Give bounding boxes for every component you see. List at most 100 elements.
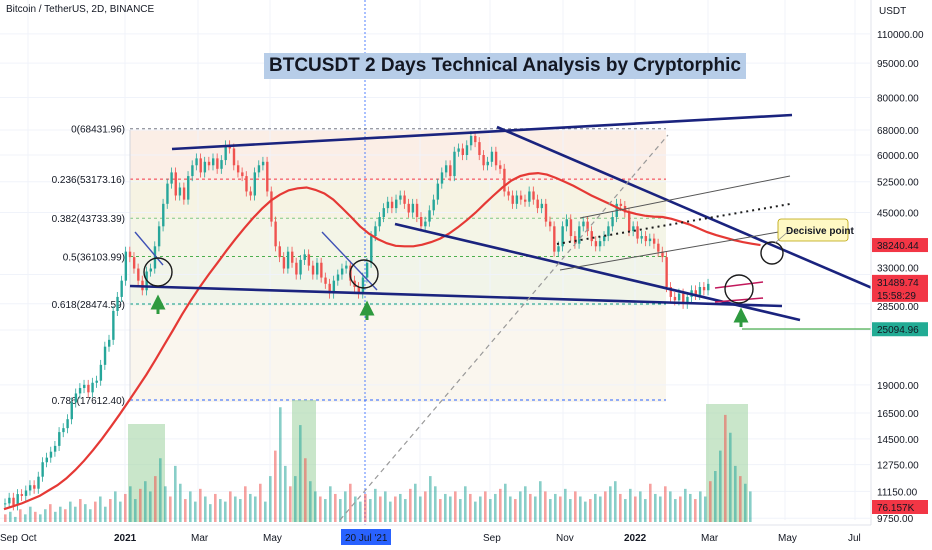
candle-body <box>665 257 668 288</box>
volume-bar <box>124 493 127 522</box>
volume-bar <box>539 481 542 522</box>
highlight-circle <box>349 259 379 289</box>
candle-body <box>440 172 444 184</box>
volume-bar <box>44 509 47 522</box>
candle-body <box>207 161 211 166</box>
candle-body <box>628 212 631 232</box>
volume-bar <box>749 491 752 522</box>
candle-body <box>282 257 286 269</box>
volume-bar <box>719 450 722 522</box>
volume-bar <box>744 483 747 522</box>
x-highlight-label: 20 Jul '21 <box>345 533 388 544</box>
y-tick-label: 28500.00 <box>877 302 919 313</box>
candle-body <box>586 221 589 232</box>
channel-lower <box>559 229 791 271</box>
volume-bar <box>429 476 432 522</box>
candle-body <box>83 384 86 389</box>
fib-level-label: 0.382(43733.39) <box>52 214 125 225</box>
y-tick-label: 45000.00 <box>877 209 919 220</box>
candle-body <box>544 203 548 222</box>
candle-body <box>582 221 585 227</box>
y-tick-label: 9750.00 <box>877 514 914 525</box>
volume-bar <box>724 414 727 522</box>
candle-body <box>49 451 53 458</box>
volume-bar <box>339 499 342 522</box>
x-tick-label: Mar <box>191 533 209 544</box>
volume-bar <box>209 504 212 522</box>
highlight-circle <box>724 274 754 304</box>
volume-bar <box>154 476 157 522</box>
fib-level-label: 0.5(36103.99) <box>63 253 125 264</box>
price-tag-label: 76.157K <box>877 503 915 514</box>
candle-body <box>407 203 410 213</box>
candle-body <box>474 135 477 143</box>
volume-bar <box>424 491 427 522</box>
candle-body <box>91 382 94 393</box>
volume-bar <box>699 491 702 522</box>
volume-bar <box>624 499 627 522</box>
candle-body <box>340 268 344 275</box>
local-trendline <box>321 231 378 291</box>
local-trendline <box>134 231 164 266</box>
candle-body <box>644 236 648 242</box>
volume-bar <box>199 488 202 522</box>
volume-bar <box>439 499 442 522</box>
candle-body <box>673 296 677 301</box>
candle-body <box>652 238 656 244</box>
volume-bar <box>359 501 362 522</box>
candle-body <box>607 226 610 237</box>
volume-bar <box>619 493 622 522</box>
candle-body <box>461 148 464 156</box>
candle-body <box>424 221 427 227</box>
candle-body <box>253 172 256 196</box>
highlight-circle <box>760 241 784 265</box>
volume-bar <box>174 465 177 522</box>
candle-body <box>686 296 689 304</box>
annotation-connector <box>774 229 791 244</box>
x-tick-label: 2022 <box>624 533 647 544</box>
candle-body <box>336 274 340 281</box>
wedge-top <box>714 281 764 289</box>
volume-bar <box>649 483 652 522</box>
x-tick-label: May <box>263 533 282 544</box>
lower-trendline <box>129 284 783 308</box>
x-tick-label: Jul <box>848 533 861 544</box>
candle-body <box>478 142 481 156</box>
candle-body <box>286 251 290 269</box>
candle-body <box>332 280 336 294</box>
price-tag <box>872 287 928 302</box>
candle-body <box>598 241 602 247</box>
volume-bar <box>54 511 57 522</box>
volume-bar <box>464 486 467 522</box>
volume-bar <box>34 511 37 522</box>
candle-body <box>116 296 119 311</box>
volume-bar <box>399 493 402 522</box>
volume-bar <box>99 496 102 522</box>
candle-body <box>436 183 440 200</box>
volume-bar <box>484 491 487 522</box>
volume-bar <box>579 496 582 522</box>
fib-level-label: 0.786(17612.40) <box>52 396 125 407</box>
price-tag-label: 15:58:29 <box>877 291 916 302</box>
volume-bar <box>714 471 717 522</box>
candle-body <box>41 462 44 477</box>
candle-body <box>395 199 398 209</box>
candle-body <box>278 246 281 258</box>
candle-body <box>128 251 132 258</box>
candle-body <box>345 265 348 269</box>
candle-body <box>702 287 706 291</box>
candle-body <box>108 339 111 347</box>
candle-body <box>303 254 306 260</box>
volume-bar <box>239 499 242 522</box>
volume-bar <box>739 476 742 522</box>
y-tick-label: 12750.00 <box>877 461 919 472</box>
candle-body <box>37 476 40 489</box>
candle-body <box>386 201 390 209</box>
candle-body <box>28 485 32 491</box>
volume-bar <box>689 493 692 522</box>
candle-body <box>519 195 523 200</box>
chart-title: BTCUSDT 2 Days Technical Analysis by Cry… <box>264 53 746 79</box>
volume-bar <box>684 488 687 522</box>
volume-bar <box>609 486 612 522</box>
